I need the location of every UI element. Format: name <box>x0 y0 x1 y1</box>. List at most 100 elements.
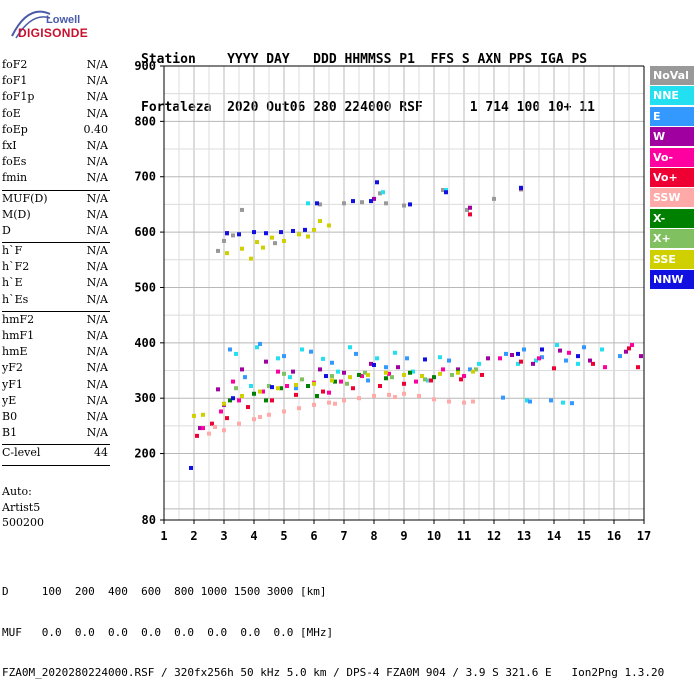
param-value: N/A <box>86 191 108 205</box>
echo-point-sse <box>366 372 370 377</box>
param-label: B1 <box>2 426 18 440</box>
param-row: B1 N/A <box>2 426 110 442</box>
param-row: h`F N/A <box>2 244 110 260</box>
echo-point-w <box>198 426 202 431</box>
y-tick-label: 500 <box>134 280 156 294</box>
echo-point-nnw <box>375 180 379 185</box>
echo-point-nnw <box>540 347 544 352</box>
param-value: N/A <box>86 223 108 237</box>
param-value: N/A <box>86 393 108 407</box>
echo-point-nne <box>444 188 448 193</box>
echo-point-nnw <box>408 202 412 207</box>
x-tick-label: 1 <box>160 529 167 543</box>
noval-point <box>216 248 220 253</box>
x-tick-label: 7 <box>340 529 347 543</box>
echo-point-x- <box>450 372 454 377</box>
param-label: MUF(D) <box>2 191 48 205</box>
echo-point-x- <box>363 370 367 375</box>
echo-point-w <box>420 374 424 379</box>
x-tick-label: 9 <box>400 529 407 543</box>
param-row: fxI N/A <box>2 139 110 155</box>
echo-point-nne <box>276 356 280 361</box>
echo-point-vo- <box>537 356 541 361</box>
x-tick-label: 3 <box>220 529 227 543</box>
echo-point-nne <box>411 369 415 374</box>
param-label: fmin <box>2 171 28 185</box>
logo-arc-icon <box>11 10 51 39</box>
param-row: B0 N/A <box>2 410 110 426</box>
param-row: fmin N/A <box>2 171 110 187</box>
echo-point-nne <box>576 361 580 366</box>
legend-item: NNW <box>650 269 694 289</box>
echo-point-w <box>558 348 562 353</box>
param-row: D N/A <box>2 224 110 240</box>
echo-point-e <box>582 345 586 350</box>
echo-point-nne <box>336 369 340 374</box>
echo-point-nne <box>375 356 379 361</box>
echo-point-vo- <box>603 365 607 370</box>
echo-point-vo- <box>231 379 235 384</box>
echo-point-w <box>588 358 592 363</box>
y-tick-label: 400 <box>134 336 156 350</box>
echo-point-w <box>264 359 268 364</box>
echo-point-vo- <box>552 366 556 371</box>
param-value: N/A <box>86 361 108 375</box>
echo-point-ssw <box>447 399 451 404</box>
echo-point-ssw <box>207 431 211 436</box>
echo-point-vo- <box>567 350 571 355</box>
noval-point <box>240 207 244 212</box>
auto-artist: Artist5 <box>2 500 41 514</box>
param-label: foEp <box>2 122 28 136</box>
echo-point-x- <box>330 374 334 379</box>
echo-point-vo- <box>627 346 631 351</box>
echo-point-vo- <box>636 365 640 370</box>
echo-point-sse <box>318 219 322 224</box>
echo-point-sse <box>420 374 424 379</box>
echo-point-x- <box>282 371 286 376</box>
echo-point-nne <box>393 350 397 355</box>
param-separator <box>2 444 110 446</box>
param-row: M(D) N/A <box>2 208 110 224</box>
echo-point-sse <box>294 382 298 387</box>
echo-point-vo- <box>459 377 463 382</box>
param-row: yF2 N/A <box>2 361 110 377</box>
echo-point-nnw <box>315 201 319 206</box>
noval-point <box>441 188 445 193</box>
param-value: N/A <box>86 58 108 71</box>
echo-point-vo- <box>360 374 364 379</box>
legend-item: Vo- <box>650 147 694 167</box>
echo-point-nne <box>381 190 385 195</box>
echo-point-x- <box>408 370 412 375</box>
echo-point-vo- <box>378 384 382 389</box>
echo-point-vo- <box>429 378 433 383</box>
echo-point-vo- <box>276 369 280 374</box>
echo-point-nne <box>321 356 325 361</box>
echo-point-w <box>240 367 244 372</box>
echo-point-nne <box>561 400 565 405</box>
echo-point-x- <box>345 381 349 386</box>
echo-point-nnw <box>291 228 295 233</box>
echo-point-vo- <box>462 374 466 379</box>
echo-point-sse <box>276 386 280 391</box>
echo-point-sse <box>222 401 226 406</box>
echo-point-ssw <box>297 406 301 411</box>
echo-point-vo- <box>327 390 331 395</box>
station-header: Station YYYY DAY DDD HHMMSS P1 FFS S AXN… <box>141 20 595 132</box>
echo-point-w <box>372 196 376 201</box>
param-label: hmE <box>2 345 28 359</box>
echo-point-nne <box>234 351 238 356</box>
header-values: Fortaleza 2020 Out06 280 224000 RSF 1 71… <box>141 100 595 115</box>
param-label: foF1p <box>2 90 35 104</box>
echo-point-ssw <box>267 412 271 417</box>
echo-point-ssw <box>327 400 331 405</box>
param-row: h`E N/A <box>2 276 110 292</box>
echo-point-sse <box>402 372 406 377</box>
noval-point <box>318 202 322 207</box>
echo-point-e <box>309 349 313 354</box>
param-value: N/A <box>86 106 108 120</box>
echo-point-w <box>396 365 400 370</box>
param-value: N/A <box>86 276 108 290</box>
x-tick-label: 5 <box>280 529 287 543</box>
chart-axes <box>160 65 645 524</box>
echo-point-sse <box>270 235 274 240</box>
